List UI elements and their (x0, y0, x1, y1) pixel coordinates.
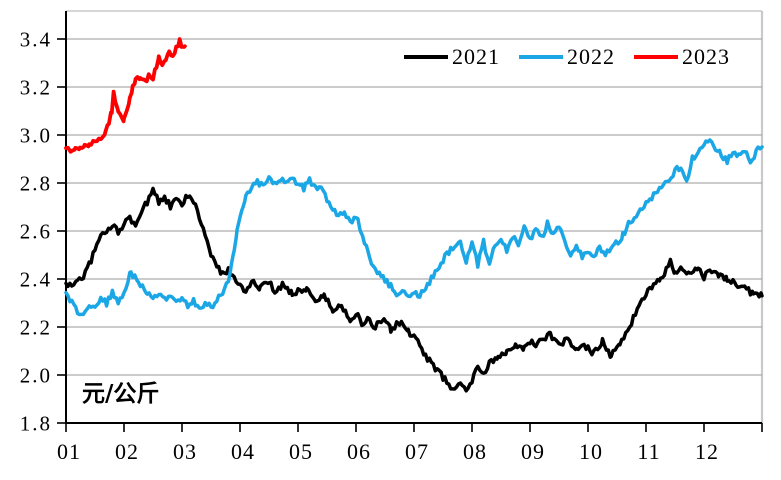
chart-legend: 2021 2022 2023 (404, 44, 730, 70)
x-tick-label: 06 (347, 439, 371, 464)
y-tick-label: 3.2 (20, 76, 52, 100)
y-tick-label: 2.4 (20, 268, 52, 292)
y-tick-label: 2.2 (20, 316, 52, 340)
x-tick-label: 11 (637, 439, 660, 464)
gridlines (66, 38, 762, 376)
series-line-2022 (64, 138, 764, 317)
legend-item-2021: 2021 (404, 44, 500, 70)
legend-label-2022: 2022 (567, 44, 615, 69)
x-tick-label: 05 (289, 439, 313, 464)
x-tick-label: 01 (57, 439, 81, 464)
y-tick-label: 2.6 (20, 220, 52, 244)
y-axis-ticks: 1.8 2.0 2.2 2.4 2.6 2.8 3.0 3.2 3.4 (20, 28, 66, 436)
x-tick-label: 07 (405, 439, 429, 464)
legend-label-2021: 2021 (452, 44, 500, 69)
x-tick-label: 02 (115, 439, 139, 464)
legend-item-2023: 2023 (634, 44, 730, 70)
x-tick-label: 12 (695, 439, 719, 464)
legend-item-2022: 2022 (519, 44, 615, 70)
x-tick-label: 03 (173, 439, 197, 464)
legend-line-2022 (519, 55, 563, 59)
x-axis-ticks: 01 02 03 04 05 06 07 08 09 10 11 12 (57, 423, 763, 464)
y-tick-label: 3.0 (20, 124, 52, 148)
legend-label-2023: 2023 (682, 44, 730, 69)
y-tick-label: 2.0 (20, 364, 52, 388)
y-tick-label: 2.8 (20, 172, 52, 196)
legend-line-2021 (404, 55, 448, 59)
y-tick-label: 1.8 (20, 412, 52, 436)
x-tick-label: 08 (463, 439, 487, 464)
series-line-2021 (64, 186, 764, 393)
x-tick-label: 04 (231, 439, 255, 464)
unit-label: 元/公斤 (82, 381, 160, 407)
x-tick-label: 09 (521, 439, 545, 464)
y-tick-label: 3.4 (20, 28, 52, 52)
x-tick-label: 10 (579, 439, 603, 464)
series-line-2023 (64, 37, 187, 154)
legend-line-2023 (634, 55, 678, 59)
